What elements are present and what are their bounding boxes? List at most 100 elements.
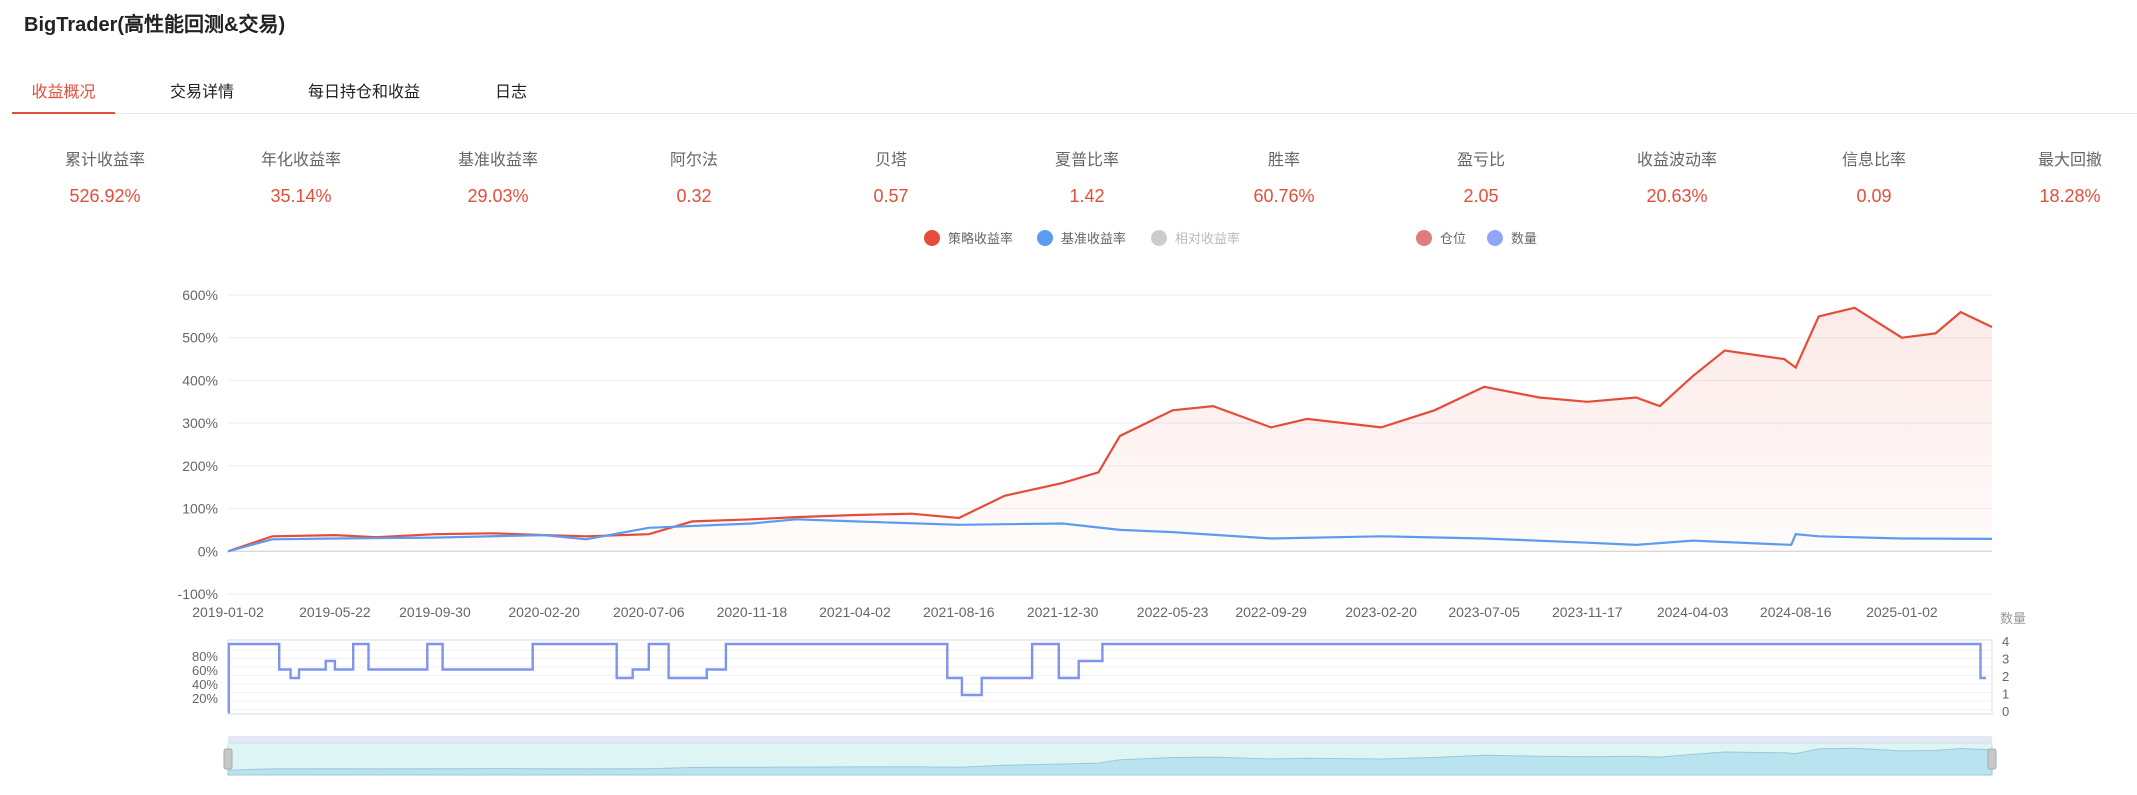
metric-label: 胜率 [1267,152,1300,169]
tab-overview[interactable]: 收益概况 [12,74,115,114]
series-line-0 [227,306,1993,553]
position-y-tick: 60% [192,663,218,678]
legend-dot-icon [1487,229,1503,246]
metric-value: 2.05 [1463,186,1499,206]
tab-bar: 收益概况 交易详情 每日持仓和收益 日志 [12,74,2137,114]
metric-7: 盈亏比 2.05 [1411,146,1551,207]
legend-dot-icon [924,229,940,246]
y-tick-label: 500% [182,330,218,346]
x-tick-label: 2020-11-18 [717,604,788,620]
zoom-preview-area [227,747,1993,776]
metric-4: 贝塔 0.57 [821,146,961,207]
x-tick-label: 2022-05-23 [1137,604,1209,620]
x-tick-label: 2023-11-17 [1552,604,1623,620]
metric-label: 最大回撤 [2037,152,2102,169]
legend-label: 相对收益率 [1175,231,1241,246]
count-y-tick: 1 [2002,687,2009,702]
metric-value: 18.28% [2039,186,2101,206]
position-y-tick: 80% [192,649,218,664]
metric-label: 基准收益率 [457,152,538,169]
zoom-handle-right[interactable] [1987,748,1997,770]
legend-item-2[interactable]: 相对收益率 [1151,228,1240,247]
metric-label: 盈亏比 [1456,152,1505,169]
position-y-tick: 20% [192,691,218,706]
metric-value: 60.76% [1253,186,1315,206]
metric-value: 0.57 [873,186,909,206]
zoom-handle-left[interactable] [223,748,233,770]
x-tick-label: 2020-02-20 [508,604,580,620]
metric-value: 1.42 [1069,186,1105,206]
metric-3: 阿尔法 0.32 [624,146,764,207]
metric-label: 收益波动率 [1636,152,1717,169]
count-y-tick: 3 [2002,652,2009,667]
count-y-tick: 4 [2002,634,2009,649]
position-y-tick: 40% [192,677,218,692]
legend-label: 仓位 [1440,231,1467,246]
metric-value: 526.92% [69,186,141,206]
tab-logs[interactable]: 日志 [495,84,528,101]
legend-item-0[interactable]: 策略收益率 [924,228,1013,247]
legend-dot-icon [1037,229,1053,246]
y-tick-label: -100% [178,586,218,602]
count-y-tick: 0 [2002,704,2009,719]
legend-item-4[interactable]: 数量 [1487,228,1537,247]
metric-9: 信息比率 0.09 [1804,146,1944,207]
x-tick-label: 2024-04-03 [1657,604,1729,620]
metric-1: 年化收益率 35.14% [231,146,371,207]
x-tick-label: 2019-05-22 [299,604,371,620]
legend-dot-icon [1416,229,1432,246]
metric-8: 收益波动率 20.63% [1607,146,1747,207]
x-tick-label: 2023-07-05 [1448,604,1520,620]
legend-item-1[interactable]: 基准收益率 [1037,228,1126,247]
x-tick-label: 2021-04-02 [819,604,891,620]
metric-5: 夏普比率 1.42 [1017,146,1157,207]
position-panel [227,639,1993,715]
legend-label: 数量 [1511,231,1538,246]
metric-label: 夏普比率 [1054,152,1119,169]
y-tick-label: 200% [182,458,218,474]
y-tick-label: 400% [182,372,218,388]
legend-label: 策略收益率 [948,231,1014,246]
strategy-area [228,307,1992,552]
metric-label: 累计收益率 [64,152,145,169]
metric-label: 信息比率 [1841,152,1906,169]
x-tick-label: 2019-01-02 [192,604,264,620]
metric-value: 0.32 [676,186,712,206]
y-tick-label: 300% [182,415,218,431]
metric-value: 29.03% [467,186,529,206]
zoom-top-bar [228,736,1992,743]
metric-6: 胜率 60.76% [1214,146,1354,207]
metric-0: 累计收益率 526.92% [35,146,175,207]
x-tick-label: 2020-07-06 [613,604,685,620]
zoom-window [227,742,1993,776]
count-axis-title: 数量 [2000,611,2026,626]
tab-trade-details[interactable]: 交易详情 [170,84,235,101]
y-tick-label: 100% [182,501,218,517]
app-title: BigTrader(高性能回测&交易) [24,14,286,36]
count-y-tick: 2 [2002,669,2009,684]
series-line-1 [227,518,1993,553]
y-tick-label: 0% [198,543,218,559]
metric-value: 35.14% [270,186,332,206]
metric-10: 最大回撤 18.28% [2000,146,2137,207]
metric-value: 0.09 [1856,186,1892,206]
tab-daily-positions[interactable]: 每日持仓和收益 [308,84,421,101]
y-tick-label: 600% [182,287,218,303]
metric-label: 阿尔法 [669,152,718,169]
x-tick-label: 2021-12-30 [1027,604,1099,620]
x-tick-label: 2024-08-16 [1760,604,1832,620]
x-tick-label: 2019-09-30 [399,604,471,620]
x-tick-label: 2025-01-02 [1866,604,1938,620]
count-step-line [227,642,1986,714]
x-tick-label: 2022-09-29 [1235,604,1307,620]
x-tick-label: 2021-08-16 [923,604,995,620]
metric-2: 基准收益率 29.03% [428,146,568,207]
legend-dot-icon [1151,229,1167,246]
legend-item-3[interactable]: 仓位 [1416,228,1466,247]
metric-value: 20.63% [1646,186,1708,206]
metric-label: 贝塔 [874,152,907,169]
x-tick-label: 2023-02-20 [1345,604,1417,620]
metric-label: 年化收益率 [260,152,341,169]
legend-label: 基准收益率 [1061,231,1127,246]
